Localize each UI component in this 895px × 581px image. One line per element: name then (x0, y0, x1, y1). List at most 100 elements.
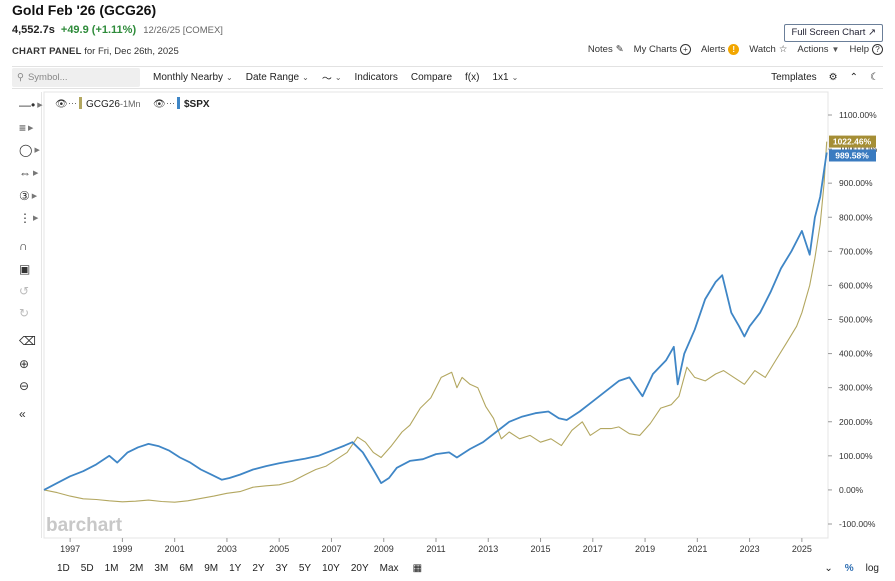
lock-tool[interactable]: ▣ (19, 260, 43, 278)
legend: 👁 ··· GCG26 -1Mn 👁 ··· $SPX (55, 97, 210, 110)
quote-meta: 12/26/25 [COMEX] (143, 25, 223, 36)
shape-icon: ◯ (19, 143, 33, 157)
y-tick-label: 1000.00% (839, 144, 878, 154)
range-button-6m[interactable]: 6M (179, 562, 194, 574)
range-button-9m[interactable]: 9M (204, 562, 219, 574)
delete-button[interactable]: ⌫ (19, 332, 43, 350)
range-button-5y[interactable]: 5Y (298, 562, 312, 574)
plus-circle-icon: + (679, 44, 691, 55)
calendar-icon[interactable]: ▦ (412, 562, 423, 574)
shape-tool[interactable]: ◯ ▶ (19, 141, 43, 159)
chart-toolbar: ⚲ Symbol... Monthly Nearby ⌄ Date Range … (12, 66, 883, 89)
range-button-2y[interactable]: 2Y (252, 562, 265, 574)
x-tick-label: 2009 (374, 544, 394, 554)
more-icon[interactable]: ··· (166, 98, 175, 108)
my-charts-link[interactable]: My Charts + (634, 44, 691, 55)
range-button-max[interactable]: Max (379, 562, 399, 574)
y-tick-label: 600.00% (839, 280, 873, 290)
range-button-2m[interactable]: 2M (129, 562, 144, 574)
double-chevron-down-icon[interactable]: ⌄ (824, 562, 833, 574)
pattern-tool[interactable]: ⋮ ▶ (19, 209, 43, 227)
chevron-down-icon: ⌄ (302, 73, 309, 82)
help-link[interactable]: Help ? (849, 44, 883, 55)
watch-link[interactable]: Watch ☆ (749, 44, 787, 55)
y-tick-label: 400.00% (839, 349, 873, 359)
eye-icon[interactable]: 👁 (153, 99, 166, 110)
zoom-out-button[interactable]: ⊖ (19, 377, 43, 395)
panel-label: CHART PANEL (12, 46, 82, 57)
chevron-down-icon: ⌄ (226, 73, 233, 82)
redo-button[interactable]: ↻ (19, 304, 43, 322)
search-placeholder: Symbol... (27, 72, 68, 83)
arrow-tool[interactable]: ⇔ ▶ (19, 164, 43, 182)
chevron-down-icon: ⌄ (334, 73, 342, 82)
log-toggle[interactable]: log (865, 562, 879, 574)
percent-toggle[interactable]: % (844, 562, 854, 574)
collapse-toolbar-button[interactable]: « (19, 405, 43, 423)
range-button-1d[interactable]: 1D (57, 562, 70, 574)
quote-line: 4,552.7s +49.9 (+1.11%) 12/26/25 [COMEX] (12, 24, 223, 36)
range-button-10y[interactable]: 10Y (322, 562, 340, 574)
plot-frame (43, 91, 829, 539)
eye-icon[interactable]: 👁 (55, 99, 68, 110)
x-tick-label: 2007 (321, 544, 341, 554)
y-tick-label: 700.00% (839, 246, 873, 256)
alerts-link[interactable]: Alerts ! (700, 44, 740, 55)
collapse-icon[interactable]: ⌃ (849, 72, 859, 83)
more-icon[interactable]: ··· (68, 98, 77, 108)
gold-series-line (43, 141, 828, 503)
spx-last-value: 989.58% (835, 150, 869, 160)
period-dropdown[interactable]: Monthly Nearby ⌄ (153, 72, 233, 83)
y-tick-label: 800.00% (839, 212, 873, 222)
range-button-20y[interactable]: 20Y (350, 562, 369, 574)
gear-icon[interactable]: ⚙ (828, 72, 838, 83)
layout-dropdown[interactable]: 1x1 ⌄ (492, 72, 518, 83)
chevron-down-icon: ⌄ (511, 73, 519, 82)
x-tick-label: 2005 (269, 544, 289, 554)
magnet-tool[interactable]: ∩ (19, 237, 43, 255)
indicators-button[interactable]: Indicators (354, 72, 398, 83)
templates-button[interactable]: Templates (771, 72, 817, 83)
range-button-1y[interactable]: 1Y (229, 562, 242, 574)
range-button-3m[interactable]: 3M (154, 562, 169, 574)
period-label: Monthly Nearby (153, 72, 224, 83)
y-tick-label: 300.00% (839, 383, 873, 393)
x-tick-label: 2015 (531, 544, 551, 554)
search-icon: ⚲ (17, 72, 24, 83)
toolbar-right: Templates ⚙ ⌃ ☾ (771, 72, 883, 83)
date-range-dropdown[interactable]: Date Range ⌄ (246, 72, 309, 83)
notes-link[interactable]: Notes ✎ (588, 44, 624, 55)
undo-button[interactable]: ↺ (19, 282, 43, 300)
arrow-icon: ⇔ (19, 166, 31, 180)
full-screen-label: Full Screen Chart (791, 27, 866, 38)
x-tick-label: 1999 (112, 544, 132, 554)
y-tick-label: 100.00% (839, 451, 873, 461)
notes-label: Notes (587, 44, 613, 55)
alerts-label: Alerts (700, 44, 726, 55)
x-tick-label: 2025 (792, 544, 812, 554)
legend-symbol2: $SPX (184, 99, 210, 110)
actions-menu[interactable]: Actions ▼ (797, 44, 839, 55)
fib-tool[interactable]: ≡ ▶ (19, 119, 43, 137)
edit-icon: ✎ (615, 44, 624, 55)
date-range-label: Date Range (245, 72, 300, 83)
range-button-5d[interactable]: 5D (80, 562, 94, 574)
dark-mode-icon[interactable]: ☾ (870, 72, 879, 83)
range-button-3y[interactable]: 3Y (275, 562, 288, 574)
zoom-in-button[interactable]: ⊕ (19, 355, 43, 373)
legend-symbol1: GCG26 (86, 99, 120, 110)
symbol-search-input[interactable]: ⚲ Symbol... (12, 68, 140, 87)
compare-button[interactable]: Compare (410, 72, 453, 83)
chart-panel-label: CHART PANEL for Fri, Dec 26th, 2025 (12, 46, 179, 57)
annotation-tool[interactable]: ③ ▶ (19, 187, 43, 205)
watermark: barchart (46, 515, 123, 536)
line-tool[interactable]: —• ▶ (19, 96, 43, 114)
fx-button[interactable]: f(x) (465, 72, 480, 83)
price-change: +49.9 (+1.11%) (60, 24, 137, 36)
range-button-1m[interactable]: 1M (104, 562, 119, 574)
full-screen-chart-button[interactable]: Full Screen Chart ↗ (784, 24, 883, 42)
chevron-right-icon: ▶ (31, 193, 38, 200)
top-links: Notes ✎ My Charts + Alerts ! Watch ☆ Act… (588, 44, 883, 55)
chart-type-dropdown[interactable]: 〜 ⌄ (322, 70, 342, 85)
